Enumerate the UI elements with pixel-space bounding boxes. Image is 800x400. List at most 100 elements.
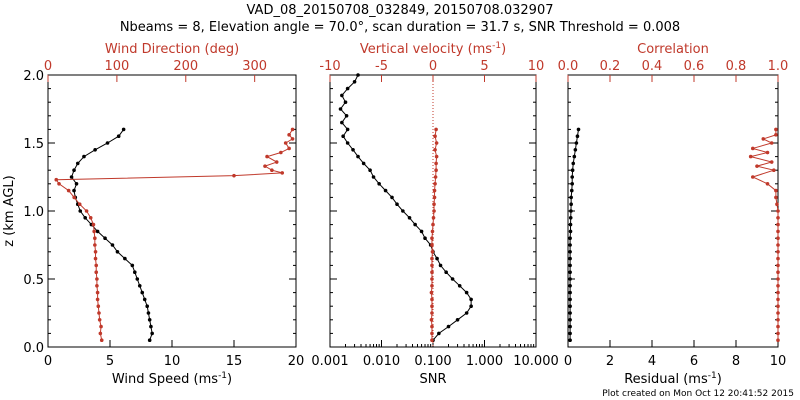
data-point bbox=[290, 127, 295, 132]
data-point bbox=[103, 236, 107, 240]
data-point bbox=[429, 318, 434, 322]
data-point bbox=[57, 182, 61, 186]
data-point bbox=[568, 229, 573, 234]
data-point bbox=[340, 120, 344, 125]
data-point bbox=[568, 243, 572, 247]
data-point bbox=[574, 141, 579, 145]
series-line bbox=[569, 129, 579, 341]
data-point bbox=[72, 188, 76, 193]
data-point bbox=[568, 297, 572, 302]
data-point bbox=[263, 164, 267, 168]
top-tick-label: 0.0 bbox=[558, 59, 579, 74]
x-axis-label-end: ) bbox=[227, 372, 232, 387]
data-point bbox=[568, 324, 572, 329]
data-point bbox=[401, 209, 405, 213]
data-point bbox=[98, 331, 103, 336]
x-tick-label: 6 bbox=[690, 354, 698, 369]
data-point bbox=[283, 141, 288, 145]
series-line bbox=[55, 129, 294, 341]
data-point bbox=[464, 311, 469, 315]
series-line bbox=[339, 74, 472, 341]
top-tick-label: 0 bbox=[429, 59, 437, 74]
data-point bbox=[432, 202, 436, 206]
data-point bbox=[345, 86, 350, 91]
data-point bbox=[343, 100, 348, 104]
x-tick-label: 0 bbox=[564, 354, 572, 369]
data-point bbox=[573, 148, 578, 152]
data-point bbox=[751, 175, 755, 179]
series-vertical-velocity bbox=[429, 127, 439, 343]
x-tick-label: 10 bbox=[770, 354, 787, 369]
data-point bbox=[432, 209, 436, 213]
x-tick-label: 1.000 bbox=[466, 354, 503, 369]
x-tick-label: 2 bbox=[606, 354, 614, 369]
data-point bbox=[147, 318, 152, 322]
data-point bbox=[91, 222, 96, 227]
data-point bbox=[423, 236, 427, 240]
data-point bbox=[351, 148, 355, 152]
data-point bbox=[774, 133, 778, 137]
data-point bbox=[570, 182, 574, 186]
data-point bbox=[569, 209, 573, 213]
data-point bbox=[105, 141, 110, 145]
data-point bbox=[95, 229, 100, 234]
data-point bbox=[776, 284, 780, 288]
data-point bbox=[368, 168, 372, 172]
data-point bbox=[274, 160, 279, 164]
top-tick-label: 0.4 bbox=[642, 59, 663, 74]
data-point bbox=[78, 209, 83, 213]
data-point bbox=[345, 127, 350, 132]
data-point bbox=[430, 311, 434, 315]
data-point bbox=[265, 154, 269, 159]
data-point bbox=[774, 127, 778, 132]
data-point bbox=[434, 141, 439, 145]
data-point bbox=[146, 311, 151, 315]
data-point bbox=[413, 222, 417, 227]
data-point bbox=[432, 195, 437, 200]
data-point bbox=[435, 256, 439, 261]
data-point bbox=[150, 331, 154, 336]
y-axis-label: z (km AGL) bbox=[2, 175, 17, 246]
data-point bbox=[95, 290, 100, 295]
data-point bbox=[340, 93, 344, 98]
data-point bbox=[433, 134, 437, 138]
series-residual bbox=[568, 127, 581, 343]
data-point bbox=[776, 331, 780, 336]
data-point bbox=[434, 154, 439, 159]
data-point bbox=[361, 161, 366, 166]
data-point bbox=[569, 188, 574, 193]
data-point bbox=[142, 297, 147, 302]
data-point bbox=[568, 304, 572, 309]
data-point bbox=[568, 338, 572, 343]
data-point bbox=[568, 250, 572, 254]
data-point bbox=[776, 277, 780, 281]
top-tick-label: 0.2 bbox=[600, 59, 621, 74]
data-point bbox=[776, 318, 780, 322]
data-point bbox=[776, 338, 780, 343]
data-point bbox=[133, 270, 137, 275]
data-point bbox=[140, 290, 145, 295]
data-point bbox=[95, 297, 100, 302]
series-snr bbox=[338, 73, 473, 343]
title-line-1: VAD_08_20150708_032849, 20150708.032907 bbox=[247, 3, 554, 18]
data-point bbox=[232, 173, 236, 178]
top-axis-label-main: Vertical velocity (ms bbox=[360, 42, 492, 57]
data-point bbox=[130, 263, 135, 268]
data-point bbox=[383, 188, 388, 193]
data-point bbox=[419, 229, 424, 234]
y-tick-label: 2.0 bbox=[23, 69, 44, 84]
data-point bbox=[145, 304, 149, 309]
top-tick-label: 300 bbox=[242, 59, 267, 74]
data-point bbox=[457, 284, 462, 288]
data-point bbox=[371, 175, 376, 179]
top-tick-label: 10 bbox=[528, 59, 545, 74]
data-point bbox=[444, 270, 448, 275]
data-point bbox=[75, 161, 80, 166]
data-point bbox=[570, 175, 574, 179]
x-tick-label: 5 bbox=[106, 354, 114, 369]
data-point bbox=[430, 284, 434, 288]
data-point bbox=[776, 270, 780, 275]
x-tick-label: 0.100 bbox=[414, 354, 451, 369]
data-point bbox=[99, 338, 104, 343]
data-point bbox=[287, 133, 291, 137]
